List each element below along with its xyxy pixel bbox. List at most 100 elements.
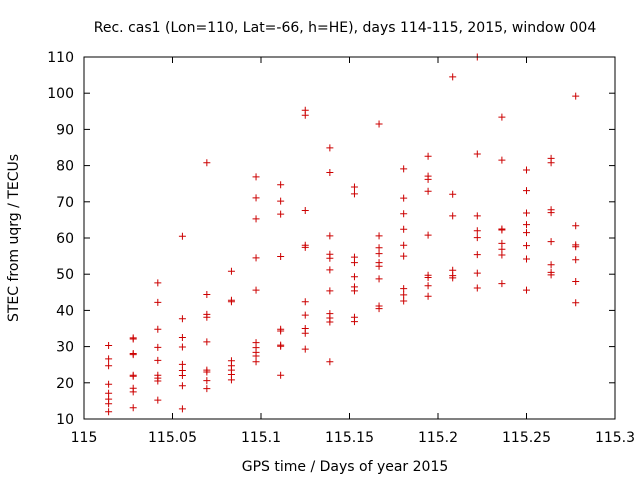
data-point — [301, 345, 309, 353]
data-point — [572, 243, 580, 251]
data-point — [277, 210, 285, 218]
data-point — [547, 261, 555, 269]
data-point — [301, 298, 309, 306]
data-point — [105, 380, 113, 388]
data-point — [350, 318, 358, 326]
data-point — [449, 190, 457, 198]
data-point — [154, 377, 162, 385]
data-point — [129, 372, 137, 380]
data-point — [375, 232, 383, 240]
data-point — [178, 405, 186, 413]
data-points — [105, 53, 580, 416]
data-point — [473, 284, 481, 292]
x-tick-label: 115.25 — [502, 430, 551, 446]
data-point — [105, 342, 113, 350]
data-point — [277, 252, 285, 260]
data-point — [252, 358, 260, 366]
y-tick-label: 20 — [56, 376, 74, 392]
data-point — [301, 206, 309, 214]
y-tick-label: 30 — [56, 340, 74, 356]
data-point — [572, 92, 580, 100]
data-point — [326, 266, 334, 274]
y-axis-label: STEC from uqrg / TECUs — [6, 154, 22, 322]
y-tick-label: 60 — [56, 231, 74, 247]
data-point — [449, 274, 457, 282]
data-point — [400, 194, 408, 202]
data-point — [400, 165, 408, 173]
data-point — [178, 360, 186, 368]
data-point — [424, 292, 432, 300]
data-point — [523, 242, 530, 250]
data-point — [400, 297, 408, 305]
data-point — [252, 173, 260, 181]
data-point — [523, 286, 530, 294]
data-point — [203, 368, 211, 376]
data-point — [252, 194, 260, 202]
data-point — [227, 298, 235, 306]
data-point — [424, 152, 432, 160]
data-point — [277, 371, 285, 379]
data-point — [523, 166, 530, 174]
data-point — [375, 275, 383, 283]
data-point — [424, 273, 432, 281]
data-point — [203, 159, 211, 167]
data-point — [227, 376, 235, 384]
chart-title: Rec. cas1 (Lon=110, Lat=-66, h=HE), days… — [94, 20, 597, 36]
x-tick-label: 115.3 — [595, 430, 635, 446]
data-point — [350, 287, 358, 295]
data-point — [572, 277, 580, 285]
data-point — [523, 255, 530, 263]
data-point — [375, 120, 383, 128]
data-point — [326, 358, 334, 366]
data-point — [178, 334, 186, 342]
data-point — [178, 372, 186, 380]
data-point — [252, 215, 260, 223]
data-point — [105, 362, 113, 370]
data-point — [498, 156, 506, 164]
x-tick-label: 115.2 — [418, 430, 458, 446]
data-point — [523, 221, 530, 229]
data-point — [277, 197, 285, 205]
data-point — [400, 291, 408, 299]
data-point — [326, 287, 334, 295]
data-point — [473, 227, 481, 235]
data-point — [400, 241, 408, 249]
data-point — [473, 251, 481, 259]
data-point — [129, 335, 137, 343]
data-point — [473, 269, 481, 277]
data-point — [301, 111, 309, 119]
data-point — [203, 290, 211, 298]
data-point — [498, 251, 506, 259]
data-point — [154, 298, 162, 306]
data-point — [473, 234, 481, 242]
y-tick-label: 90 — [56, 122, 74, 138]
data-point — [375, 305, 383, 313]
data-point — [547, 209, 555, 217]
data-point — [449, 212, 457, 220]
data-point — [498, 113, 506, 121]
data-point — [350, 183, 358, 191]
data-point — [572, 222, 580, 230]
data-point — [350, 273, 358, 281]
data-point — [523, 229, 530, 237]
y-tick-label: 80 — [56, 159, 74, 175]
y-tick-label: 110 — [47, 50, 74, 66]
data-point — [400, 252, 408, 260]
data-point — [326, 232, 334, 240]
data-point — [203, 313, 211, 321]
y-tick-label: 100 — [47, 86, 74, 102]
data-point — [326, 318, 334, 326]
x-tick-label: 115.1 — [241, 430, 281, 446]
data-point — [547, 238, 555, 246]
x-tick-label: 115.05 — [148, 430, 197, 446]
data-point — [473, 150, 481, 158]
data-point — [129, 388, 137, 396]
data-point — [523, 209, 530, 217]
data-point — [424, 187, 432, 195]
data-point — [498, 280, 506, 288]
data-point — [105, 408, 113, 416]
data-point — [178, 343, 186, 351]
data-point — [400, 285, 408, 293]
data-point — [277, 181, 285, 189]
